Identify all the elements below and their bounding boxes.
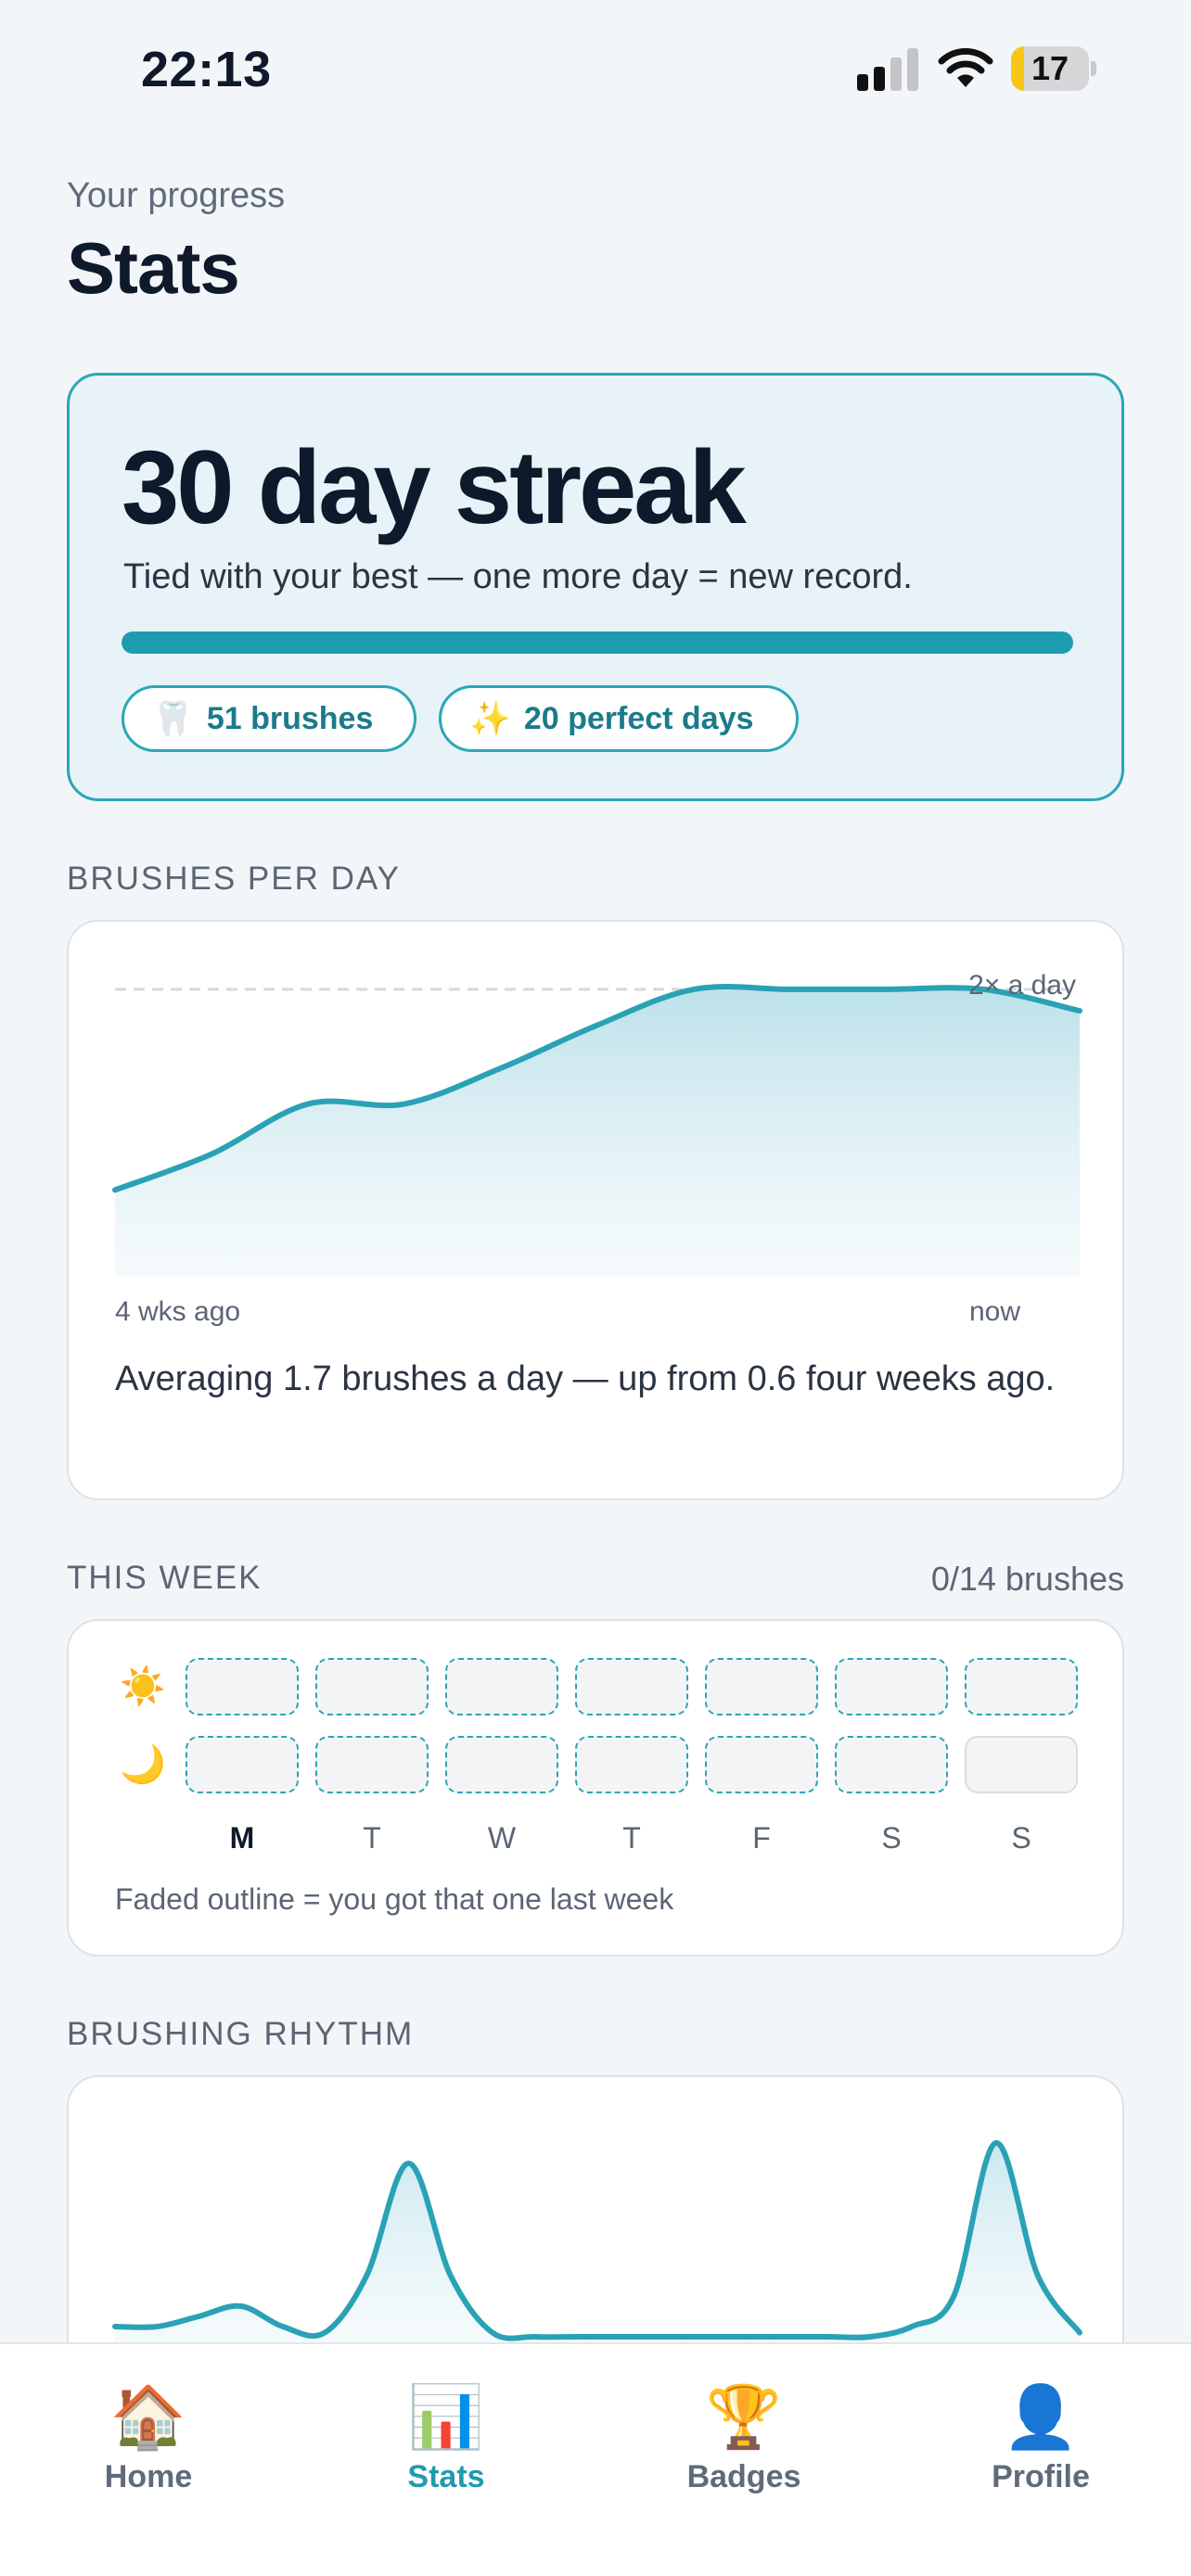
tab-badges[interactable]: 🏆 Badges bbox=[633, 2379, 855, 2495]
brushes-per-day-card: 2× a day 4 wks ago now Averaging 1.7 bru… bbox=[67, 920, 1124, 1500]
sun-icon: ☀️ bbox=[120, 1666, 166, 1707]
battery-icon: 17 bbox=[1011, 46, 1096, 91]
streak-title: 30 day streak bbox=[122, 429, 747, 545]
tooth-icon: 🦷 bbox=[152, 699, 194, 737]
day-label: W bbox=[487, 1821, 517, 1855]
perfect-days-badge: ✨ 20 perfect days bbox=[439, 685, 799, 752]
tab-stats[interactable]: 📊 Stats bbox=[335, 2379, 557, 2495]
streak-subtitle: Tied with your best — one more day = new… bbox=[123, 557, 913, 596]
status-time: 22:13 bbox=[141, 42, 272, 97]
morning-slot bbox=[315, 1658, 429, 1715]
morning-slot bbox=[445, 1658, 558, 1715]
this-week-card: ☀️ 🌙 M T W T F S S Faded outline = you got that … bbox=[67, 1619, 1124, 1957]
page-subtitle: Your progress bbox=[67, 176, 286, 215]
tab-profile-label: Profile bbox=[992, 2459, 1090, 2494]
brushing-rhythm-chart bbox=[112, 2140, 1082, 2355]
morning-slot bbox=[575, 1658, 688, 1715]
streak-progress-bar bbox=[122, 631, 1073, 654]
rhythm-area-fill bbox=[115, 2142, 1080, 2355]
day-label: M bbox=[229, 1821, 255, 1855]
average-summary: Averaging 1.7 brushes a day — up from 0.… bbox=[115, 1359, 1056, 1398]
tab-profile[interactable]: 👤 Profile bbox=[929, 2379, 1152, 2495]
tab-bar: 🏠 Home 📊 Stats 🏆 Badges 👤 Profile bbox=[0, 2342, 1191, 2576]
evening-slot bbox=[445, 1736, 558, 1793]
page-title: Stats bbox=[67, 227, 240, 309]
trophy-icon: 🏆 bbox=[705, 2382, 783, 2451]
evening-slot bbox=[315, 1736, 429, 1793]
tab-home[interactable]: 🏠 Home bbox=[37, 2379, 260, 2495]
evening-slot bbox=[186, 1736, 299, 1793]
moon-icon: 🌙 bbox=[120, 1744, 166, 1785]
brushes-per-day-chart bbox=[112, 984, 1082, 1276]
bar-chart-icon: 📊 bbox=[407, 2382, 485, 2451]
week-brush-count: 0/14 brushes bbox=[930, 1560, 1124, 1598]
status-bar: 22:13 17 bbox=[0, 0, 1191, 139]
morning-slot bbox=[705, 1658, 818, 1715]
x-axis-start-label: 4 wks ago bbox=[115, 1296, 241, 1327]
brushes-area-fill bbox=[115, 987, 1080, 1276]
brushing-rhythm-heading: BRUSHING RHYTHM bbox=[67, 2016, 415, 2052]
streak-card: 30 day streak Tied with your best — one … bbox=[67, 373, 1124, 801]
this-week-heading: THIS WEEK bbox=[67, 1560, 263, 1596]
brushes-count-label: 51 brushes bbox=[206, 700, 374, 736]
day-label: F bbox=[752, 1821, 771, 1855]
cellular-signal-icon bbox=[857, 48, 918, 91]
x-axis-end-label: now bbox=[968, 1296, 1020, 1327]
day-label: T bbox=[622, 1821, 641, 1855]
battery-fill bbox=[1011, 46, 1025, 91]
person-icon: 👤 bbox=[1002, 2382, 1080, 2451]
tab-badges-label: Badges bbox=[686, 2459, 801, 2494]
wifi-icon bbox=[938, 47, 993, 87]
day-label: T bbox=[363, 1821, 381, 1855]
battery-level: 17 bbox=[1031, 49, 1069, 87]
brushes-series-line bbox=[112, 984, 1082, 1193]
tab-home-label: Home bbox=[104, 2459, 193, 2494]
evening-slot bbox=[835, 1736, 948, 1793]
evening-slot bbox=[575, 1736, 688, 1793]
evening-slot bbox=[705, 1736, 818, 1793]
brushes-per-day-heading: BRUSHES PER DAY bbox=[67, 861, 401, 897]
house-icon: 🏠 bbox=[109, 2382, 187, 2451]
evening-slot bbox=[965, 1736, 1078, 1793]
streak-progress-fill bbox=[122, 631, 1073, 654]
tab-stats-label: Stats bbox=[407, 2459, 485, 2494]
day-label: S bbox=[881, 1821, 902, 1855]
morning-slot bbox=[835, 1658, 948, 1715]
morning-slot bbox=[186, 1658, 299, 1715]
brushes-count-badge: 🦷 51 brushes bbox=[122, 685, 416, 752]
day-label: S bbox=[1011, 1821, 1031, 1855]
rhythm-series-line bbox=[112, 2140, 1082, 2341]
morning-slot bbox=[965, 1658, 1078, 1715]
week-legend-note: Faded outline = you got that one last we… bbox=[115, 1882, 674, 1916]
reference-line-label: 2× a day bbox=[968, 970, 1076, 1001]
perfect-days-label: 20 perfect days bbox=[523, 700, 754, 736]
sparkles-icon: ✨ bbox=[469, 699, 511, 737]
